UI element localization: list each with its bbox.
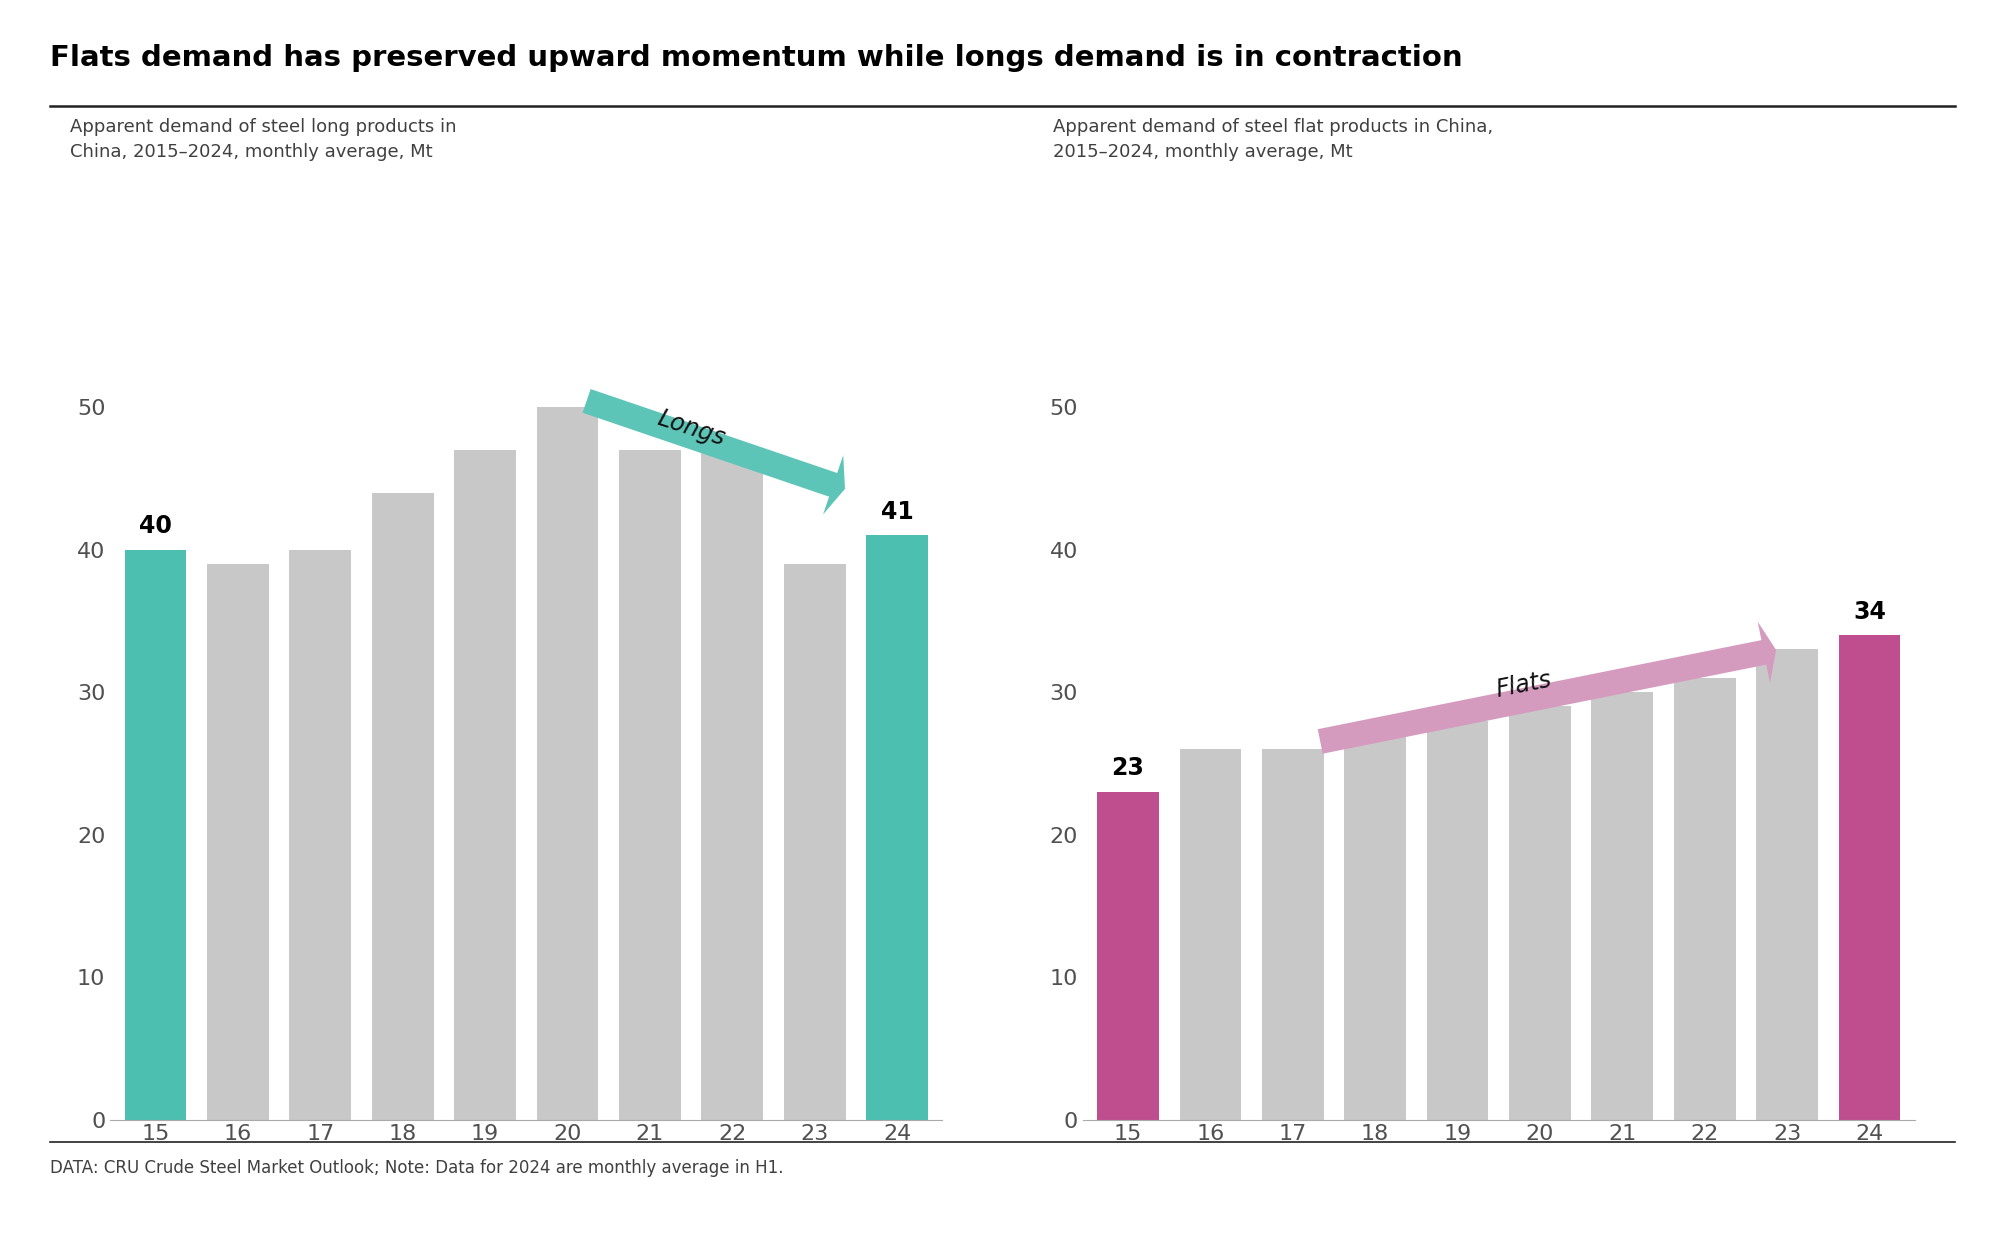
Bar [537,407,597,1120]
Text: 23: 23 [1111,756,1145,780]
Bar [620,450,682,1120]
Text: Apparent demand of steel flat products in China,
2015–2024, monthly average, Mt: Apparent demand of steel flat products i… [1053,118,1494,162]
Text: Flats demand has preserved upward momentum while longs demand is in contraction: Flats demand has preserved upward moment… [50,44,1464,72]
Bar [1097,792,1159,1120]
Text: Flats: Flats [1494,668,1554,702]
Bar [124,550,186,1120]
Bar [455,450,515,1120]
Bar [1674,678,1736,1120]
Bar [1179,749,1241,1120]
Bar [866,535,928,1120]
Bar [1592,692,1654,1120]
Text: 40: 40 [138,514,172,539]
Bar [702,450,764,1120]
Bar [1510,707,1570,1120]
Bar [1428,720,1488,1120]
Bar [1343,735,1406,1120]
Bar [1839,636,1901,1120]
Bar [371,493,433,1120]
Bar [289,550,351,1120]
Bar [1756,649,1819,1120]
Bar [784,564,846,1120]
Bar [207,564,269,1120]
Text: Longs: Longs [654,407,728,450]
Text: Apparent demand of steel long products in
China, 2015–2024, monthly average, Mt: Apparent demand of steel long products i… [70,118,457,162]
Bar [1261,749,1323,1120]
Text: 41: 41 [880,500,914,524]
Text: DATA: CRU Crude Steel Market Outlook; Note: Data for 2024 are monthly average in: DATA: CRU Crude Steel Market Outlook; No… [50,1159,784,1177]
Text: 34: 34 [1853,600,1887,623]
